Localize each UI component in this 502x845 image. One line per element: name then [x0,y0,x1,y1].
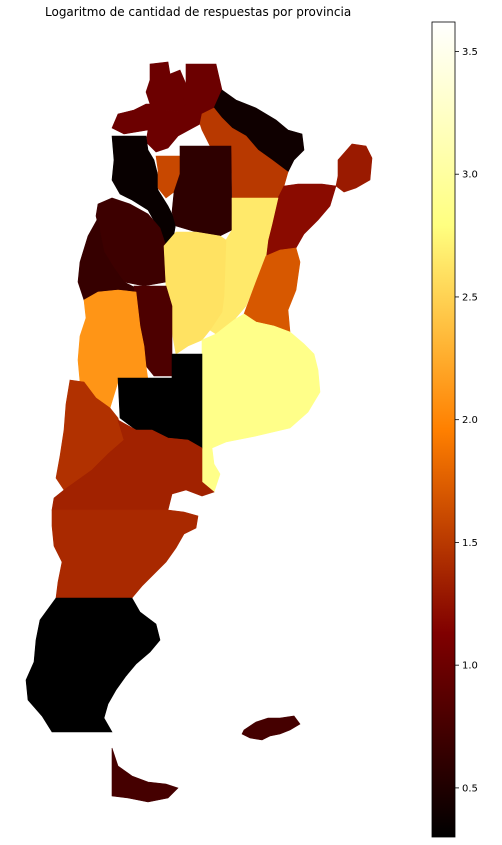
province-santiago-del-estero [171,145,233,237]
province-islas-malvinas [241,715,301,741]
province-rio-negro [51,419,215,511]
colorbar-tick-label: 3.5 [462,47,478,58]
province-tierra-del-fuego [111,747,179,803]
province-misiones [335,143,373,193]
chart-title: Logaritmo de cantidad de respuestas por … [45,5,352,19]
province-santa-cruz [25,597,161,733]
province-chubut [51,509,199,599]
colorbar-tick-label: 2.0 [462,415,478,426]
colorbar-tick-label: 1.5 [462,538,478,549]
colorbar-tick-label: 3.0 [462,170,478,181]
colorbar-tick-label: 0.5 [462,783,478,794]
colorbar-gradient [431,21,456,838]
colorbar-tick-label: 1.0 [462,661,478,672]
colorbar-tick-label: 2.5 [462,292,478,303]
province-map [25,61,373,803]
